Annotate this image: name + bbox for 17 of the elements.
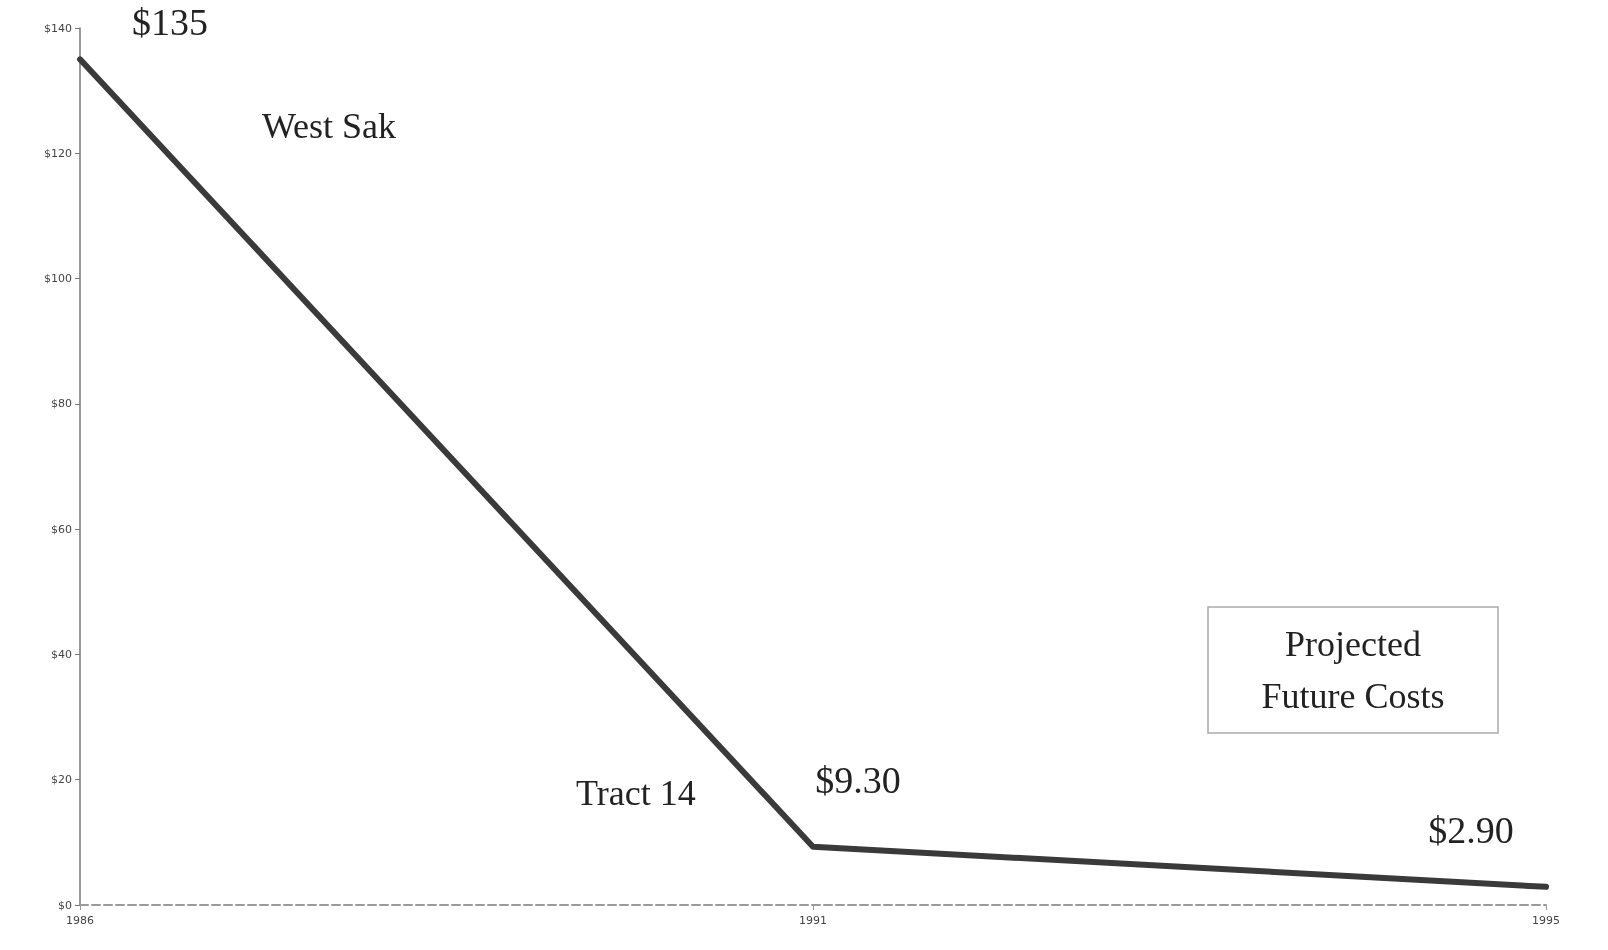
data-label: $2.90 [1428,808,1514,851]
y-tick-label: $140 [44,21,72,35]
y-tick-label: $20 [51,773,72,787]
y-tick-label: $40 [51,647,72,661]
annotation: West Sak [262,106,397,146]
x-tick-label: 1995 [1532,914,1560,927]
x-tick-label: 1991 [799,914,827,927]
data-label: $135 [132,1,208,44]
annotation: Tract 14 [576,773,696,813]
y-tick-label: $60 [51,522,72,536]
y-tick-label: $0 [58,898,72,912]
x-tick-label: 1986 [66,914,94,927]
y-tick-label: $100 [44,272,72,286]
data-label: $9.30 [815,758,901,801]
annotation: Projected Future Costs [1261,624,1445,716]
y-tick-label: $120 [44,146,72,160]
y-tick-label: $80 [51,397,72,411]
